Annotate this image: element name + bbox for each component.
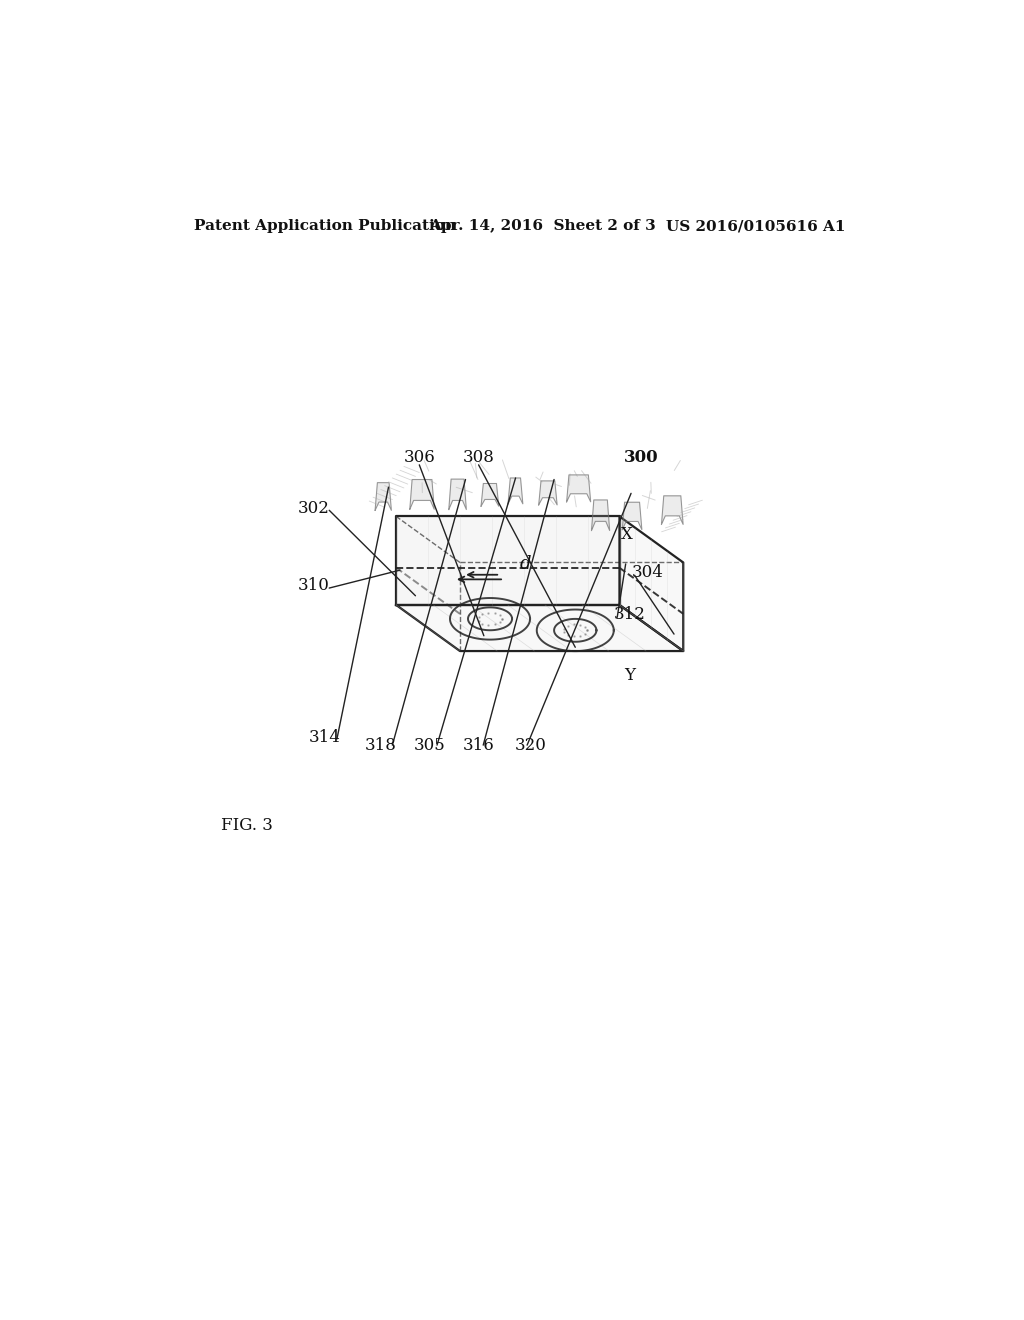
- Polygon shape: [539, 480, 557, 506]
- Text: 300: 300: [624, 449, 658, 466]
- Polygon shape: [566, 475, 591, 502]
- Text: FIG. 3: FIG. 3: [221, 817, 273, 834]
- Polygon shape: [662, 496, 683, 524]
- Polygon shape: [449, 479, 466, 510]
- Text: 310: 310: [298, 577, 330, 594]
- Text: d: d: [520, 554, 531, 573]
- Polygon shape: [396, 516, 620, 605]
- Text: US 2016/0105616 A1: US 2016/0105616 A1: [666, 219, 845, 234]
- Text: Y: Y: [624, 668, 635, 684]
- Text: Patent Application Publication: Patent Application Publication: [194, 219, 456, 234]
- Text: 314: 314: [308, 729, 341, 746]
- Polygon shape: [410, 479, 434, 510]
- Text: 305: 305: [414, 737, 445, 754]
- Polygon shape: [375, 483, 391, 511]
- Text: 306: 306: [403, 449, 435, 466]
- Text: 302: 302: [298, 500, 330, 517]
- Polygon shape: [592, 500, 609, 531]
- Polygon shape: [620, 516, 683, 651]
- Text: 308: 308: [463, 449, 495, 466]
- Text: 318: 318: [365, 737, 396, 754]
- Polygon shape: [623, 502, 642, 529]
- Text: 316: 316: [463, 737, 495, 754]
- Text: 320: 320: [515, 737, 547, 754]
- Text: X: X: [622, 525, 633, 543]
- Polygon shape: [481, 483, 499, 507]
- Text: 304: 304: [632, 564, 664, 581]
- Text: 312: 312: [613, 606, 645, 623]
- Text: Apr. 14, 2016  Sheet 2 of 3: Apr. 14, 2016 Sheet 2 of 3: [429, 219, 656, 234]
- Polygon shape: [508, 478, 523, 504]
- Polygon shape: [396, 605, 683, 651]
